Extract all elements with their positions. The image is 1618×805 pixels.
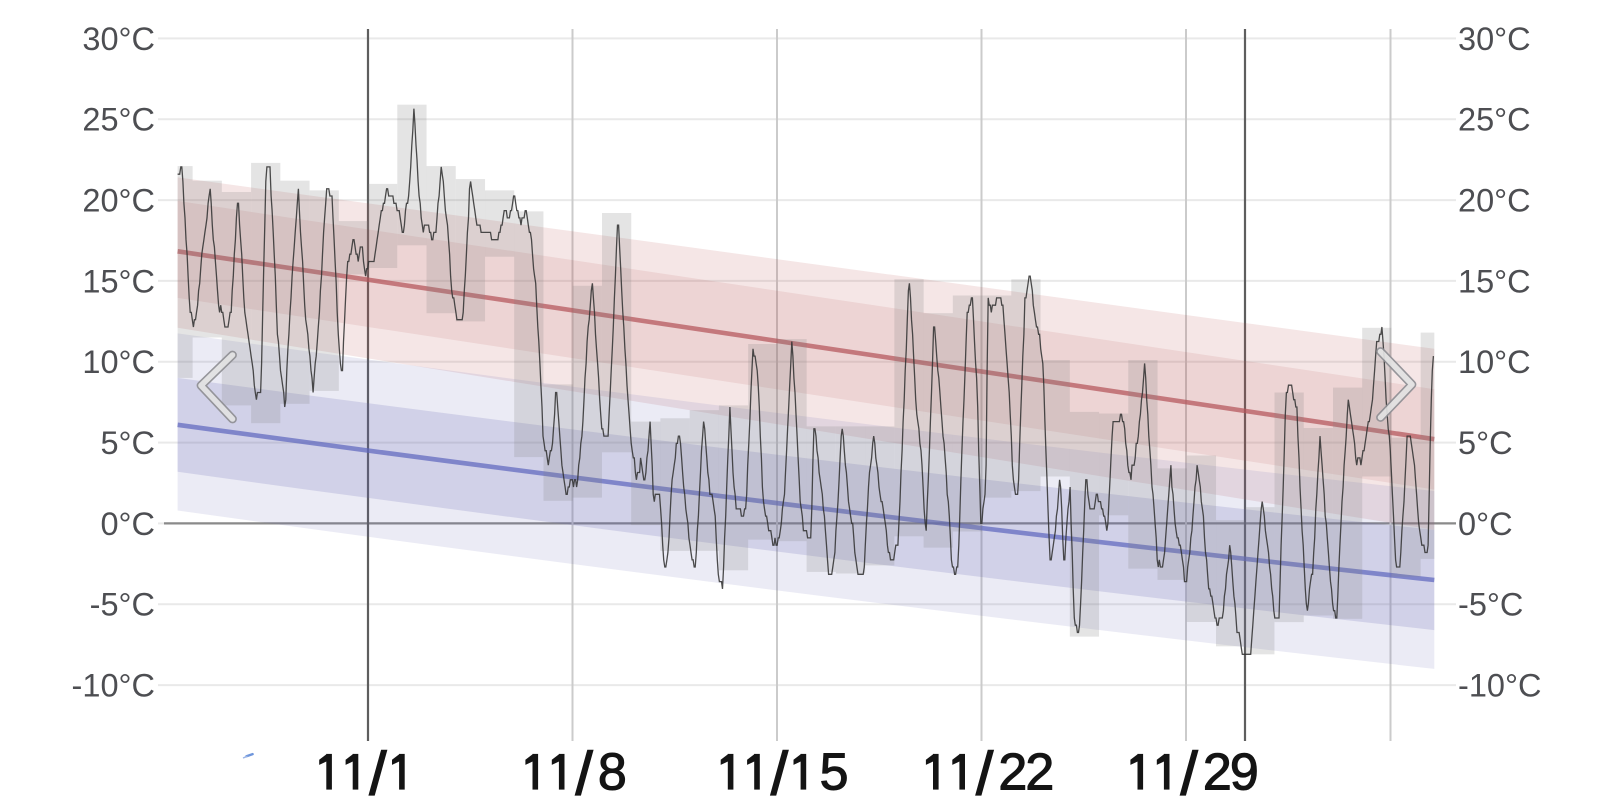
svg-text:2: 2 (998, 744, 1027, 802)
svg-text:8: 8 (598, 744, 627, 802)
svg-text:5: 5 (820, 744, 849, 802)
svg-text:-5°C: -5°C (1458, 587, 1523, 623)
svg-text:2: 2 (1203, 744, 1232, 802)
svg-text:25°C: 25°C (82, 102, 155, 138)
svg-text:2: 2 (1025, 744, 1054, 802)
svg-text:20°C: 20°C (82, 183, 155, 219)
svg-text:30°C: 30°C (82, 21, 155, 57)
svg-text:10°C: 10°C (1458, 344, 1531, 380)
svg-text:9: 9 (1230, 744, 1259, 802)
svg-text:10°C: 10°C (82, 344, 155, 380)
svg-text:5°C: 5°C (1458, 425, 1513, 461)
svg-text:-10°C: -10°C (72, 668, 155, 704)
svg-text:5°C: 5°C (100, 425, 155, 461)
svg-text:-10°C: -10°C (1458, 668, 1541, 704)
svg-text:15°C: 15°C (82, 263, 155, 299)
svg-text:15°C: 15°C (1458, 263, 1531, 299)
svg-text:-5°C: -5°C (90, 587, 155, 623)
svg-text:20°C: 20°C (1458, 183, 1531, 219)
svg-text:30°C: 30°C (1458, 21, 1531, 57)
svg-text:25°C: 25°C (1458, 102, 1531, 138)
svg-text:0°C: 0°C (100, 506, 155, 542)
svg-text:0°C: 0°C (1458, 506, 1513, 542)
